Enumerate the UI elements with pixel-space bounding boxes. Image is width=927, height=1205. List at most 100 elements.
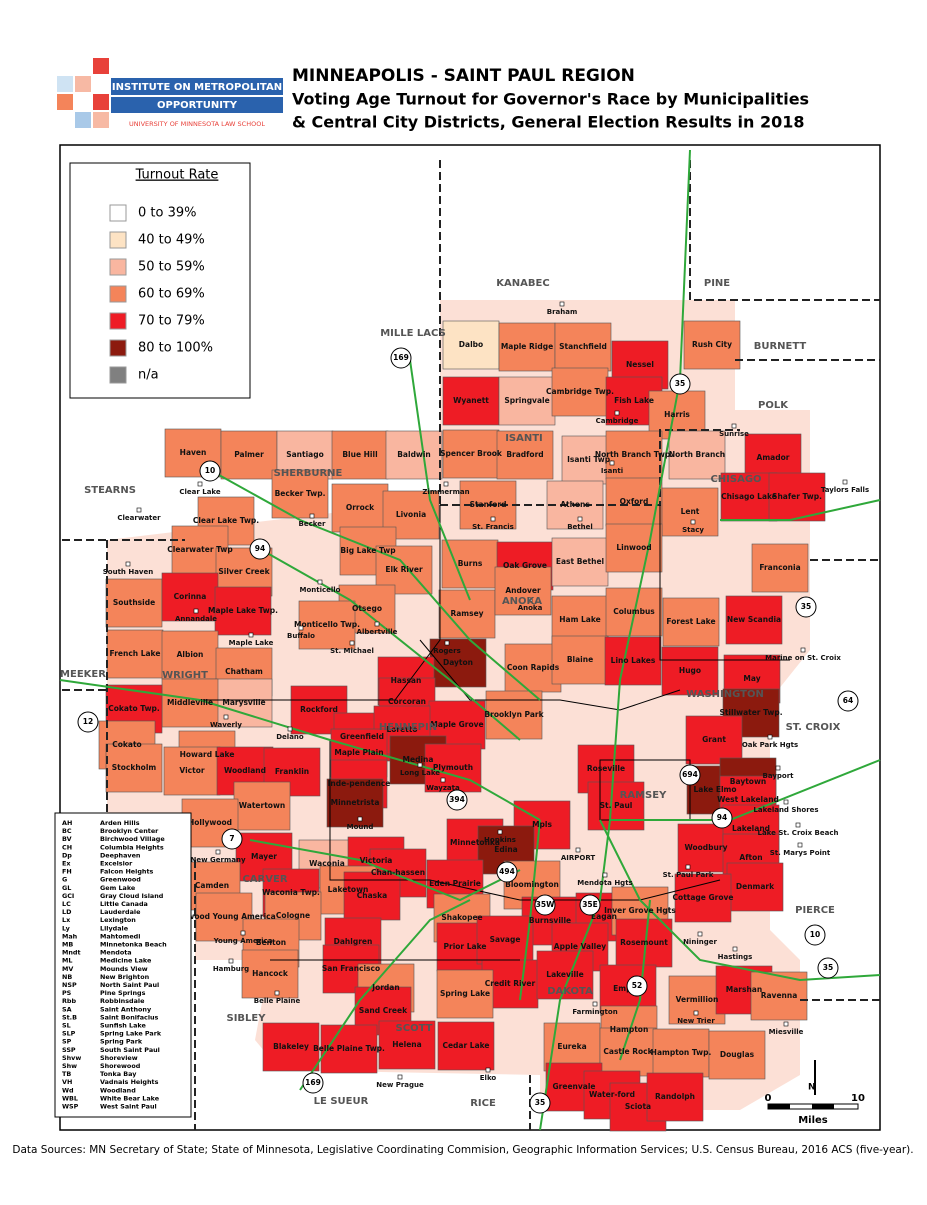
legend-swatch xyxy=(109,312,127,330)
municipality-label: Victoria xyxy=(360,856,393,865)
town-label: Isanti xyxy=(601,467,623,475)
municipality-label: Nessel xyxy=(626,360,654,369)
municipality xyxy=(436,969,494,1019)
municipality-label: Roseville xyxy=(587,764,625,773)
town-marker xyxy=(497,829,503,835)
municipality-label: Douglas xyxy=(720,1050,755,1059)
municipality-label: Sciota xyxy=(625,1102,651,1111)
municipality-label: Inver Grove Hgts xyxy=(604,906,676,915)
municipality-label: Spencer Brook xyxy=(440,449,503,458)
highway-shield xyxy=(817,957,839,979)
municipality xyxy=(551,537,609,587)
municipality xyxy=(494,566,552,616)
municipality xyxy=(298,600,356,650)
town-marker xyxy=(136,507,142,513)
municipality-label: Woodbury xyxy=(685,843,728,852)
abbreviation-name: Deephaven xyxy=(100,851,141,859)
municipality-label: Corinna xyxy=(174,592,207,601)
municipality-label: Columbus xyxy=(613,607,655,616)
abbreviation-code: NB xyxy=(62,973,72,981)
abbreviation-code: SA xyxy=(62,1005,72,1013)
municipality-label: New Scandia xyxy=(727,615,781,624)
abbreviation-name: Medicine Lake xyxy=(100,957,152,965)
highway-label: 35 xyxy=(675,379,685,388)
town-marker xyxy=(349,640,355,646)
town-marker xyxy=(417,762,423,768)
town-marker xyxy=(357,816,363,822)
title: MINNEAPOLIS - SAINT PAUL REGION xyxy=(292,66,635,86)
municipality-label: Southside xyxy=(113,598,155,607)
municipality-label: Harris xyxy=(664,410,690,419)
county-label: MEEKER xyxy=(60,669,106,680)
municipality xyxy=(668,975,726,1025)
municipality-label: Prior Lake xyxy=(444,942,487,951)
municipality-label: Waconia Twp. xyxy=(262,888,320,897)
abbreviation-name: White Bear Lake xyxy=(100,1094,160,1102)
municipality xyxy=(551,367,609,417)
town-label: Cambridge xyxy=(596,417,639,425)
legend-swatch xyxy=(109,231,127,249)
municipality-label: Stillwater Twp. xyxy=(719,708,782,717)
municipality xyxy=(605,430,663,480)
town-marker xyxy=(697,931,703,937)
town-label: Hopkins xyxy=(484,836,516,844)
county-label: DAKOTA xyxy=(547,986,593,997)
municipality-label: Maple Grove xyxy=(430,720,483,729)
town-marker xyxy=(614,410,620,416)
town-label: Braham xyxy=(547,308,578,316)
municipality-label: North Branch Twp. xyxy=(595,450,673,459)
abbreviation-name: Shoreview xyxy=(100,1054,138,1062)
town-label: Sunrise xyxy=(719,430,749,438)
municipality-label: Albion xyxy=(177,650,204,659)
abbreviation-code: PS xyxy=(62,989,72,997)
north-arrow: N xyxy=(808,1083,816,1093)
municipality-label: Hugo xyxy=(679,666,701,675)
town-label: Rogers xyxy=(433,647,461,655)
county-label: PINE xyxy=(704,278,730,289)
highway-label: 35W xyxy=(536,900,555,909)
county-label: LE SUEUR xyxy=(314,1096,369,1107)
abbreviation-code: LC xyxy=(62,900,71,908)
legend-swatch xyxy=(109,339,127,357)
municipality-label: Jordan xyxy=(371,983,399,992)
municipality-label: Medina xyxy=(403,755,434,764)
abbreviation-name: Little Canada xyxy=(100,900,148,908)
town-label: Maple Lake xyxy=(229,639,274,647)
municipality xyxy=(587,781,645,831)
legend-swatch xyxy=(109,258,127,276)
abbreviation-name: Arden Hills xyxy=(100,819,140,827)
town-label: Marine on St. Croix xyxy=(765,654,841,662)
town-label: New Germany xyxy=(190,856,245,864)
legend-box xyxy=(69,162,251,399)
county-label: KANABEC xyxy=(496,278,549,289)
municipality-label: Eureka xyxy=(557,1042,586,1051)
municipality-label: Marysville xyxy=(222,698,265,707)
municipality-label: Forest Lake xyxy=(666,617,715,626)
municipality-label: Denmark xyxy=(736,882,775,891)
scale-end: 10 xyxy=(851,1093,865,1104)
highway-shield xyxy=(804,924,826,946)
municipality-label: Chan-hassen xyxy=(371,868,425,877)
abbreviation-name: Mounds View xyxy=(100,965,148,973)
labels: Dalbo Maple Ridge Stanchfield Nessel Rush Ci… xyxy=(60,278,869,1114)
abbreviation-name: Saint Anthony xyxy=(100,1005,152,1013)
town-label: Taylors Falls xyxy=(821,486,869,494)
municipality-label: Afton xyxy=(739,853,762,862)
municipality-label: Benton xyxy=(256,938,286,947)
municipality-label: East Bethel xyxy=(556,557,604,566)
municipality xyxy=(164,428,222,478)
municipality xyxy=(498,376,556,426)
town-marker xyxy=(274,990,280,996)
highway-shield xyxy=(221,828,243,850)
town-label: St. Francis xyxy=(472,523,514,531)
highway-label: 7 xyxy=(229,834,234,843)
abbreviation-code: BV xyxy=(62,835,72,843)
municipality xyxy=(485,690,543,740)
municipality-label: Edina xyxy=(494,845,517,854)
town-label: Nininger xyxy=(683,938,717,946)
municipality-label: Castle Rock xyxy=(603,1047,653,1056)
highway-label: 94 xyxy=(717,813,727,822)
municipality-label: Belle Plaine Twp. xyxy=(313,1044,385,1053)
municipality-label: Brooklyn Park xyxy=(484,710,544,719)
municipality-label: Blue Hill xyxy=(342,450,377,459)
